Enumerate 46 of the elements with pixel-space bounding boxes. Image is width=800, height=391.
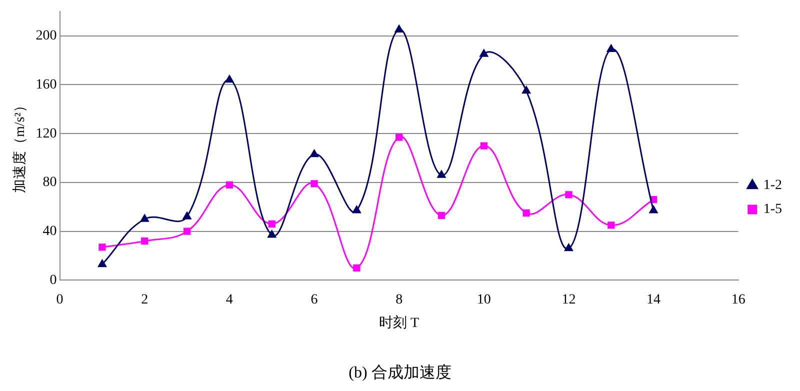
point — [268, 230, 276, 238]
point — [226, 181, 234, 188]
point — [310, 150, 318, 158]
point — [225, 75, 234, 83]
y-tick-label: 40 — [42, 224, 57, 239]
y-tick-label: 120 — [36, 126, 57, 142]
point — [394, 24, 404, 32]
x-tick-label: 6 — [310, 292, 318, 308]
point — [182, 212, 192, 220]
x-tick-label: 4 — [226, 292, 233, 308]
y-tick-label: 0 — [50, 272, 57, 288]
point — [98, 260, 106, 268]
point — [268, 220, 276, 228]
point — [310, 180, 318, 188]
point — [98, 244, 106, 251]
point — [352, 206, 361, 214]
x-tick-label: 2 — [141, 292, 148, 308]
point — [608, 222, 615, 229]
legend-label: 1-5 — [763, 202, 782, 218]
point — [522, 209, 530, 217]
y-tick-label: 80 — [42, 175, 57, 190]
point — [522, 86, 531, 94]
y-tick-label: 200 — [36, 28, 57, 44]
point — [183, 228, 191, 235]
x-tick-label: 10 — [476, 292, 491, 308]
y-axis-title: 加速度（m/s²） — [12, 98, 28, 194]
point — [606, 44, 616, 52]
point — [141, 238, 148, 245]
point — [480, 142, 488, 150]
x-axis-title: 时刻 T — [379, 315, 420, 332]
x-tick-label: 12 — [562, 292, 576, 308]
point — [564, 244, 573, 252]
y-tick-label: 160 — [36, 77, 57, 92]
point — [565, 191, 572, 198]
point — [353, 264, 360, 272]
x-tick-label: 16 — [731, 292, 746, 308]
text: (b) 合成加速度 — [348, 364, 452, 382]
point — [480, 49, 488, 57]
point — [649, 206, 658, 214]
point — [395, 134, 403, 141]
point — [438, 212, 446, 220]
point — [140, 214, 149, 222]
legend-label: 1-2 — [763, 178, 782, 194]
x-tick-label: 14 — [646, 292, 661, 308]
x-tick-label: 8 — [396, 292, 403, 308]
point — [437, 170, 446, 178]
